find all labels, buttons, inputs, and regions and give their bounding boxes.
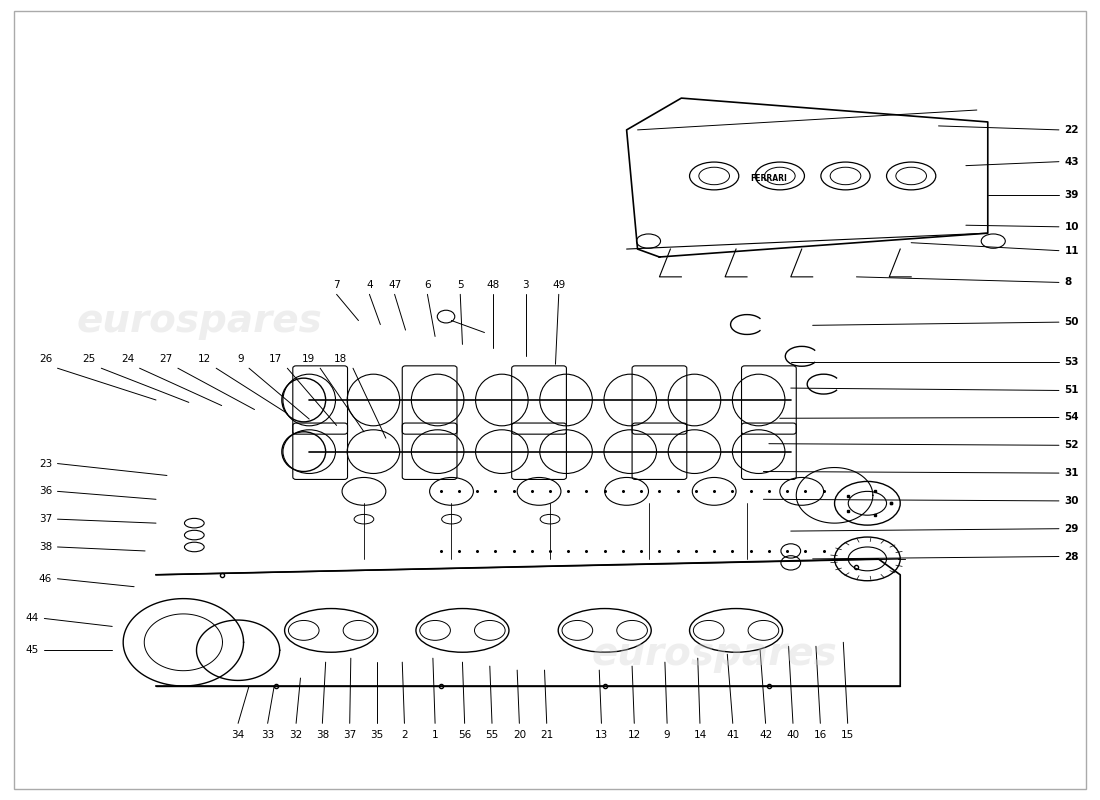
Text: 34: 34 [231,730,244,740]
Text: 5: 5 [456,280,463,290]
Text: 38: 38 [316,730,329,740]
Text: 2: 2 [402,730,408,740]
Text: 7: 7 [333,280,340,290]
Text: 37: 37 [39,514,52,524]
Text: 56: 56 [458,730,471,740]
Text: 51: 51 [1065,386,1079,395]
Text: 1: 1 [432,730,439,740]
Text: 35: 35 [371,730,384,740]
Text: 48: 48 [486,280,499,290]
Text: 13: 13 [595,730,608,740]
Text: 38: 38 [39,542,52,552]
Text: 25: 25 [82,354,96,364]
Text: 6: 6 [425,280,431,290]
Text: 42: 42 [759,730,772,740]
Text: 33: 33 [261,730,274,740]
Text: 9: 9 [663,730,670,740]
Text: 23: 23 [39,458,52,469]
Text: 26: 26 [39,354,52,364]
Text: 15: 15 [842,730,855,740]
Text: 12: 12 [628,730,641,740]
Text: 45: 45 [25,646,39,655]
Text: 52: 52 [1065,440,1079,450]
Text: 24: 24 [121,354,134,364]
Text: 41: 41 [726,730,739,740]
Text: 3: 3 [522,280,529,290]
Text: 4: 4 [366,280,373,290]
Text: eurospares: eurospares [592,635,837,674]
Text: 39: 39 [1065,190,1079,200]
Text: 31: 31 [1065,468,1079,478]
Text: 21: 21 [540,730,553,740]
Text: 43: 43 [1065,157,1079,166]
Text: 47: 47 [388,280,401,290]
Text: 17: 17 [268,354,282,364]
Text: 19: 19 [301,354,315,364]
Text: 32: 32 [289,730,302,740]
Text: 37: 37 [343,730,356,740]
Text: 10: 10 [1065,222,1079,232]
Text: 30: 30 [1065,496,1079,506]
Text: 29: 29 [1065,524,1079,534]
Text: 18: 18 [334,354,348,364]
Text: FERRARI: FERRARI [750,174,788,183]
Text: 27: 27 [160,354,173,364]
Text: 12: 12 [198,354,211,364]
Text: 11: 11 [1065,246,1079,256]
Text: 40: 40 [786,730,800,740]
Text: 28: 28 [1065,551,1079,562]
Text: 22: 22 [1065,125,1079,135]
Text: 49: 49 [552,280,565,290]
Text: 14: 14 [693,730,706,740]
Text: 20: 20 [513,730,526,740]
Text: 36: 36 [39,486,52,496]
Text: eurospares: eurospares [77,302,322,339]
Text: 16: 16 [814,730,827,740]
Text: 9: 9 [236,354,243,364]
Text: 55: 55 [485,730,498,740]
Text: 54: 54 [1065,413,1079,422]
Text: 8: 8 [1065,278,1071,287]
Text: 50: 50 [1065,317,1079,327]
Text: 44: 44 [25,614,39,623]
Text: 53: 53 [1065,357,1079,367]
Text: 46: 46 [39,574,52,584]
